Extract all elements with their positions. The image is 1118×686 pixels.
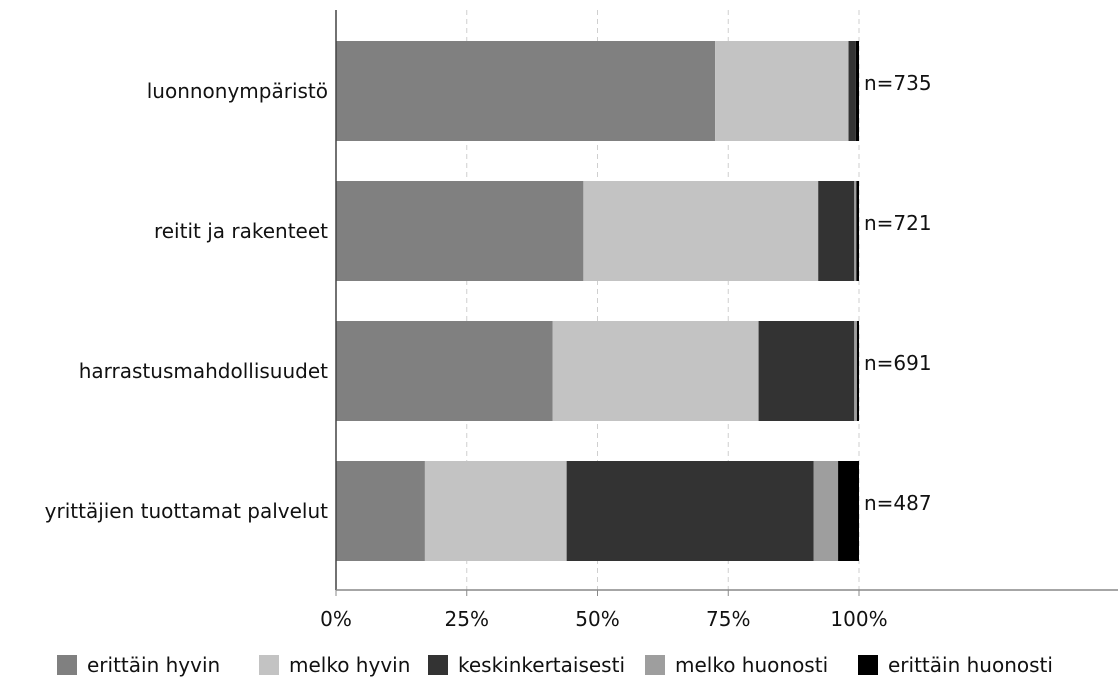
- bar-segment: [336, 461, 425, 561]
- bar-segment: [336, 181, 584, 281]
- legend-label: erittäin hyvin: [87, 653, 220, 677]
- bar-segment: [758, 321, 855, 421]
- n-label: n=691: [864, 351, 932, 375]
- category-label: harrastusmahdollisuudet: [79, 359, 328, 383]
- bar-segment: [848, 41, 856, 141]
- n-label: n=487: [864, 491, 932, 515]
- bar-segment: [813, 461, 839, 561]
- bar-segment: [838, 461, 859, 561]
- bar-segment: [854, 181, 857, 281]
- bar-segment: [856, 321, 859, 421]
- bar-segment: [855, 41, 859, 141]
- legend-label: keskinkertaisesti: [458, 653, 625, 677]
- bar-segment: [583, 181, 819, 281]
- category-label: yrittäjien tuottamat palvelut: [45, 499, 329, 523]
- x-tick-label: 50%: [575, 607, 619, 631]
- x-tick-label: 25%: [445, 607, 489, 631]
- legend-label: erittäin huonosti: [888, 653, 1053, 677]
- x-tick-label: 0%: [320, 607, 352, 631]
- bar-segment: [552, 321, 759, 421]
- bar-segment: [856, 181, 859, 281]
- n-label: n=721: [864, 211, 932, 235]
- x-tick-label: 100%: [830, 607, 887, 631]
- bar-segment: [336, 41, 716, 141]
- legend-swatch: [858, 655, 878, 675]
- bars: [336, 41, 859, 561]
- legend-swatch: [645, 655, 665, 675]
- n-label: n=735: [864, 71, 932, 95]
- legend-label: melko hyvin: [289, 653, 410, 677]
- bar-segment: [566, 461, 814, 561]
- bar-segment: [424, 461, 567, 561]
- legend-label: melko huonosti: [675, 653, 828, 677]
- category-label: luonnonympäristö: [147, 79, 328, 103]
- bar-segment: [336, 321, 553, 421]
- legend-swatch: [57, 655, 77, 675]
- legend: erittäin hyvin melko hyvin keskinkertaises…: [57, 653, 1053, 677]
- gridlines: [466, 10, 860, 590]
- bar-segment: [854, 321, 857, 421]
- bar-segment: [715, 41, 849, 141]
- legend-swatch: [259, 655, 279, 675]
- x-tick-label: 75%: [706, 607, 750, 631]
- labels: luonnonympäristö n=735 reitit ja rakenteet…: [45, 71, 932, 631]
- bar-segment: [818, 181, 855, 281]
- legend-swatch: [428, 655, 448, 675]
- category-label: reitit ja rakenteet: [154, 219, 328, 243]
